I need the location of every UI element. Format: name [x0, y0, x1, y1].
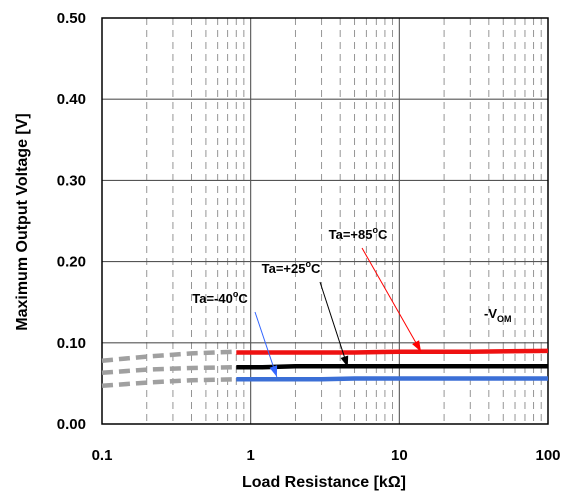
annotation-text: C	[378, 227, 388, 242]
annotation-label: Ta=+85oC	[329, 225, 388, 242]
annotation-text: Ta=+25	[262, 261, 306, 276]
x-tick-label: 100	[535, 447, 560, 464]
plot-frame	[101, 17, 549, 425]
y-tick-label: 0.20	[57, 254, 86, 271]
annotation-superscript: o	[305, 259, 311, 269]
x-tick-label: 10	[391, 447, 408, 464]
vom-sub: OM	[497, 314, 512, 324]
annotation-superscript: o	[372, 225, 378, 235]
series-extrapolated-line	[101, 364, 237, 376]
x-axis-title: Load Resistance [kΩ]	[242, 474, 406, 491]
annotation-text: Ta=-40	[192, 291, 233, 306]
x-tick-labels: 0.1 1 10 100	[92, 447, 561, 464]
y-tick-label: 0.50	[57, 10, 86, 27]
series-line	[236, 348, 549, 355]
annotation-text: Ta=+85	[329, 227, 373, 242]
x-tick-label: 1	[246, 447, 254, 464]
vom-main: -V	[484, 306, 497, 321]
series-extrapolated-line	[101, 349, 237, 363]
series-layer	[101, 348, 549, 389]
annotation-arrowhead	[340, 355, 349, 368]
minor-gridlines	[146, 18, 542, 424]
annotation-text: C	[311, 261, 321, 276]
annotation-superscript: o	[233, 289, 239, 299]
annotation-arrow-line	[319, 281, 349, 368]
major-gridlines	[102, 18, 548, 424]
y-tick-label: 0.40	[57, 91, 86, 108]
y-tick-label: 0.00	[57, 416, 86, 433]
annotation-label: Ta=+25oC	[262, 259, 321, 276]
vom-label: -VOM	[484, 306, 512, 324]
y-tick-label: 0.10	[57, 335, 86, 352]
y-axis-title: Maximum Output Voltage [V]	[14, 113, 31, 330]
annotation-text: C	[238, 291, 248, 306]
annotation-arrow-line	[361, 247, 422, 352]
x-tick-label: 0.1	[92, 447, 113, 464]
annotation-arrowhead	[412, 340, 422, 352]
series-extrapolated-line	[101, 377, 237, 389]
y-tick-label: 0.30	[57, 172, 86, 189]
y-tick-labels: 0.00 0.10 0.20 0.30 0.40 0.50	[57, 10, 86, 433]
series-line	[236, 376, 548, 382]
annotation-arrowhead	[269, 365, 278, 377]
series-line	[236, 364, 548, 370]
annotation-arrow-line	[254, 311, 278, 378]
annotation-label: Ta=-40oC	[192, 289, 248, 306]
